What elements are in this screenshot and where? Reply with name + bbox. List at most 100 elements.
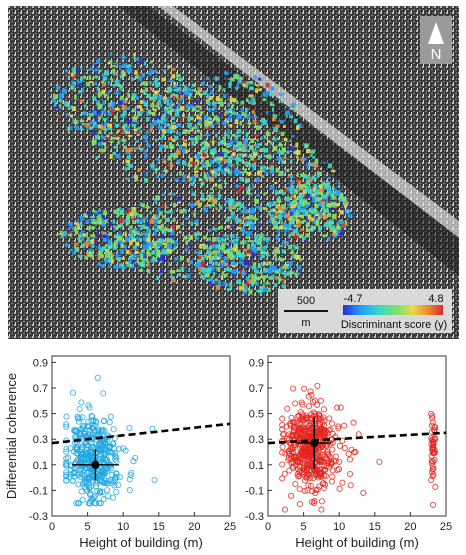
overlay-pixel (137, 127, 142, 130)
overlay-pixel (100, 215, 105, 221)
map-legend: 500 m -4.7 4.8 Discriminant score (y) (278, 289, 452, 333)
overlay-pixel (294, 272, 298, 277)
overlay-pixel (72, 83, 76, 88)
overlay-pixel (316, 174, 320, 178)
overlay-pixel (259, 165, 263, 168)
data-point (87, 490, 94, 497)
overlay-pixel (195, 263, 201, 269)
overlay-pixel (96, 60, 100, 63)
overlay-pixel (95, 156, 99, 160)
overlay-pixel (86, 69, 89, 71)
overlay-pixel (252, 151, 258, 156)
overlay-pixel (101, 109, 107, 113)
overlay-pixel (200, 256, 205, 261)
data-point (311, 498, 318, 505)
overlay-pixel (245, 81, 251, 84)
overlay-pixel (218, 85, 222, 90)
overlay-pixel (315, 213, 319, 217)
overlay-pixel (226, 234, 230, 239)
overlay-pixel (213, 105, 217, 110)
overlay-pixel (176, 196, 181, 202)
overlay-pixel (132, 220, 135, 224)
overlay-pixel (240, 185, 244, 190)
data-point (308, 392, 315, 399)
overlay-pixel (157, 238, 160, 243)
overlay-pixel (126, 67, 131, 73)
overlay-pixel (249, 81, 254, 85)
overlay-pixel (212, 272, 216, 276)
overlay-pixel (234, 239, 238, 243)
overlay-pixel (326, 192, 329, 197)
overlay-pixel (268, 167, 272, 170)
overlay-pixel (89, 121, 95, 125)
overlay-pixel (258, 206, 263, 211)
overlay-pixel (259, 286, 264, 289)
data-point (88, 412, 95, 419)
overlay-pixel (245, 178, 250, 182)
overlay-pixel (88, 225, 91, 231)
overlay-pixel (178, 200, 181, 204)
overlay-pixel (155, 71, 158, 74)
data-point (301, 487, 308, 494)
overlay-pixel (176, 90, 181, 93)
overlay-pixel (115, 90, 120, 95)
overlay-pixel (245, 144, 250, 147)
overlay-pixel (221, 148, 227, 153)
overlay-pixel (231, 103, 234, 109)
overlay-pixel (94, 134, 100, 140)
overlay-pixel (169, 144, 174, 149)
overlay-pixel (255, 240, 260, 244)
overlay-pixel (302, 194, 305, 197)
colorbar-max: 4.8 (428, 293, 443, 305)
overlay-pixel (147, 262, 150, 267)
overlay-pixel (258, 155, 261, 160)
data-point (306, 443, 313, 451)
overlay-pixel (277, 229, 280, 234)
overlay-pixel (142, 89, 146, 94)
overlay-pixel (188, 92, 193, 97)
overlay-pixel (228, 203, 232, 207)
overlay-pixel (286, 271, 292, 276)
overlay-pixel (138, 58, 143, 62)
overlay-pixel (314, 158, 319, 164)
data-point (103, 480, 110, 487)
overlay-pixel (232, 152, 236, 156)
overlay-pixel (151, 112, 155, 115)
overlay-pixel (287, 203, 291, 207)
overlay-pixel (255, 88, 258, 93)
overlay-pixel (220, 275, 224, 280)
overlay-pixel (201, 146, 205, 150)
overlay-pixel (118, 218, 124, 223)
overlay-pixel (227, 129, 230, 134)
overlay-pixel (260, 199, 263, 202)
overlay-pixel (209, 148, 214, 154)
overlay-pixel (221, 237, 225, 242)
overlay-pixel (85, 219, 90, 224)
overlay-pixel (293, 253, 297, 259)
overlay-pixel (195, 236, 199, 241)
overlay-pixel (218, 184, 222, 189)
overlay-pixel (105, 249, 110, 252)
overlay-pixel (327, 220, 332, 225)
overlay-pixel (283, 137, 288, 142)
overlay-pixel (318, 191, 323, 195)
overlay-pixel (209, 192, 213, 195)
overlay-pixel (243, 143, 247, 149)
overlay-pixel (122, 128, 127, 132)
overlay-pixel (337, 180, 340, 186)
overlay-pixel (122, 63, 128, 68)
overlay-pixel (336, 223, 340, 228)
overlay-pixel (166, 129, 170, 133)
overlay-pixel (313, 183, 318, 188)
overlay-pixel (90, 239, 95, 244)
data-point (301, 385, 308, 392)
overlay-pixel (246, 282, 250, 286)
data-point (300, 465, 307, 472)
overlay-pixel (160, 254, 165, 258)
overlay-pixel (314, 205, 319, 209)
overlay-pixel (134, 258, 140, 263)
data-point (303, 474, 310, 481)
overlay-pixel (102, 117, 108, 121)
overlay-pixel (207, 116, 210, 121)
y-axis-label: Differential coherence (4, 373, 19, 499)
